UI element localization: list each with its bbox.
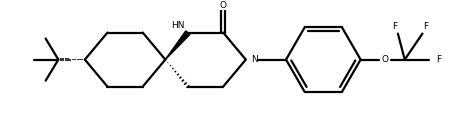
Text: F: F <box>423 22 428 31</box>
Text: HN: HN <box>172 21 185 30</box>
Text: F: F <box>392 22 398 31</box>
Polygon shape <box>165 31 190 60</box>
Text: O: O <box>382 55 389 64</box>
Text: O: O <box>219 1 227 10</box>
Text: N: N <box>251 55 258 64</box>
Text: F: F <box>437 55 442 64</box>
